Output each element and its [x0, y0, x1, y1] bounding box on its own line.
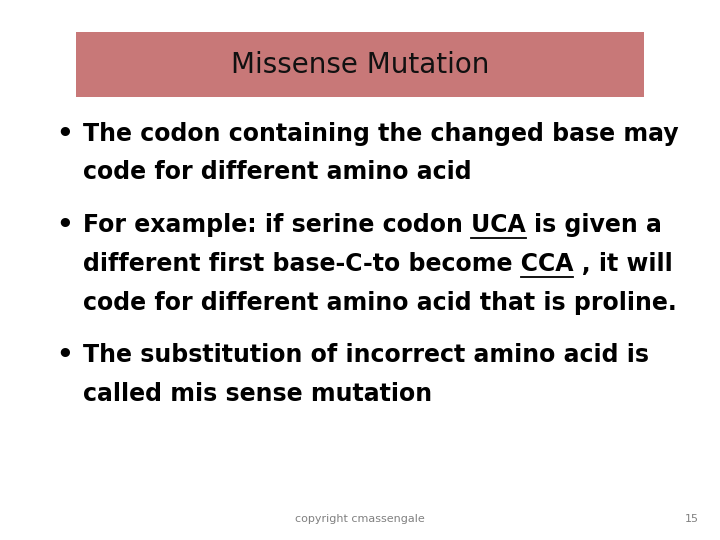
- Text: 15: 15: [685, 514, 698, 524]
- Text: •: •: [56, 213, 73, 239]
- Text: The codon containing the changed base may: The codon containing the changed base ma…: [83, 122, 678, 145]
- Text: copyright cmassengale: copyright cmassengale: [295, 514, 425, 524]
- Text: The substitution of incorrect amino acid is: The substitution of incorrect amino acid…: [83, 343, 649, 367]
- Text: code for different amino acid that is proline.: code for different amino acid that is pr…: [83, 291, 677, 314]
- Text: •: •: [56, 343, 73, 369]
- Text: called mis sense mutation: called mis sense mutation: [83, 382, 432, 406]
- Text: Missense Mutation: Missense Mutation: [231, 51, 489, 79]
- Text: different first base-C-to become CCA , it will: different first base-C-to become CCA , i…: [83, 252, 672, 275]
- Text: code for different amino acid: code for different amino acid: [83, 160, 472, 184]
- Text: •: •: [56, 122, 73, 147]
- Text: For example: if serine codon UCA is given a: For example: if serine codon UCA is give…: [83, 213, 662, 237]
